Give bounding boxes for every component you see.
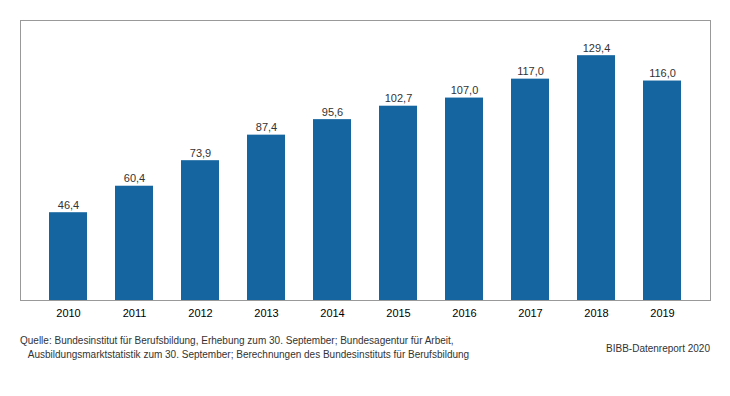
svg-text:129,4: 129,4 <box>583 42 611 54</box>
html-text:BIBB-Datenreport 2020: BIBB-Datenreport 2020 <box>606 342 710 354</box>
svg-text:2018: 2018 <box>584 307 608 319</box>
svg-text:116,0: 116,0 <box>649 67 676 79</box>
svg-text:117,0: 117,0 <box>517 65 544 77</box>
svg-text:2016: 2016 <box>452 307 476 319</box>
svg-text:2019: 2019 <box>650 307 674 319</box>
svg-text:2013: 2013 <box>254 307 278 319</box>
svg-text:87,4: 87,4 <box>256 121 277 133</box>
svg-text:2014: 2014 <box>320 307 344 319</box>
svg-text:73,9: 73,9 <box>190 147 211 159</box>
svg-text:2010: 2010 <box>56 307 80 319</box>
svg-text:46,4: 46,4 <box>58 199 79 211</box>
svg-text:2011: 2011 <box>123 307 147 319</box>
html-text:Ausbildungsmarktstatistik zum: Ausbildungsmarktstatistik zum 30. Septem… <box>20 349 470 360</box>
svg-text:107,0: 107,0 <box>451 84 479 96</box>
html-text:Quelle: Bundesinstitut für Ber: Quelle: Bundesinstitut für Berufsbildung… <box>20 335 454 346</box>
svg-text:2017: 2017 <box>518 307 542 319</box>
svg-text:2012: 2012 <box>188 307 212 319</box>
svg-text:102,7: 102,7 <box>385 92 413 104</box>
svg-text:2015: 2015 <box>386 307 410 319</box>
svg-text:95,6: 95,6 <box>322 106 343 118</box>
svg-text:60,4: 60,4 <box>124 172 145 184</box>
